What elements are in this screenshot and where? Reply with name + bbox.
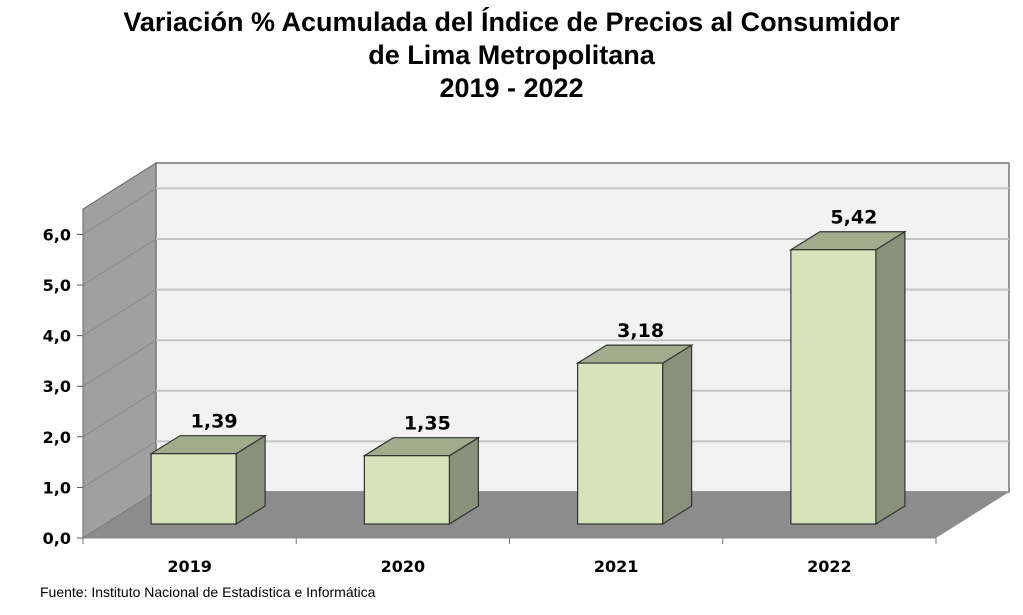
title-line-3: 2019 - 2022 xyxy=(439,73,584,103)
y-tick-label: 2,0 xyxy=(43,428,71,447)
bar-2019 xyxy=(150,453,237,525)
y-tick-label: 5,0 xyxy=(43,276,71,295)
chart-title: Variación % Acumulada del Índice de Prec… xyxy=(0,6,1023,105)
x-tick-label: 2020 xyxy=(381,557,426,576)
y-tick-label: 1,0 xyxy=(43,478,71,497)
data-label: 5,42 xyxy=(830,207,877,229)
bar-side xyxy=(662,344,693,526)
side-gridline xyxy=(82,289,157,337)
x-tick-label: 2021 xyxy=(594,557,639,576)
side-gridline xyxy=(82,390,157,438)
side-wall xyxy=(82,162,157,539)
bar-2021 xyxy=(577,362,664,525)
side-gridline xyxy=(82,187,157,235)
data-label: 1,39 xyxy=(191,411,238,433)
title-line-2: de Lima Metropolitana xyxy=(368,40,655,70)
source-note: Fuente: Instituto Nacional de Estadístic… xyxy=(40,584,376,600)
y-tick-label: 6,0 xyxy=(43,225,71,244)
y-tick-label: 0,0 xyxy=(43,529,71,548)
side-gridline xyxy=(82,339,157,387)
floor xyxy=(83,492,1009,538)
x-tick-label: 2022 xyxy=(807,557,852,576)
y-tick-label: 3,0 xyxy=(43,377,71,396)
side-gridline xyxy=(82,238,157,286)
data-label: 3,18 xyxy=(617,320,664,342)
bar-side xyxy=(875,230,906,526)
bar-2020 xyxy=(363,455,450,525)
x-tick-label: 2019 xyxy=(167,557,212,576)
bar-2022 xyxy=(790,249,877,525)
data-label: 1,35 xyxy=(404,413,451,435)
side-gridline xyxy=(82,440,157,488)
y-tick-label: 4,0 xyxy=(43,327,71,346)
title-line-1: Variación % Acumulada del Índice de Prec… xyxy=(123,7,900,37)
